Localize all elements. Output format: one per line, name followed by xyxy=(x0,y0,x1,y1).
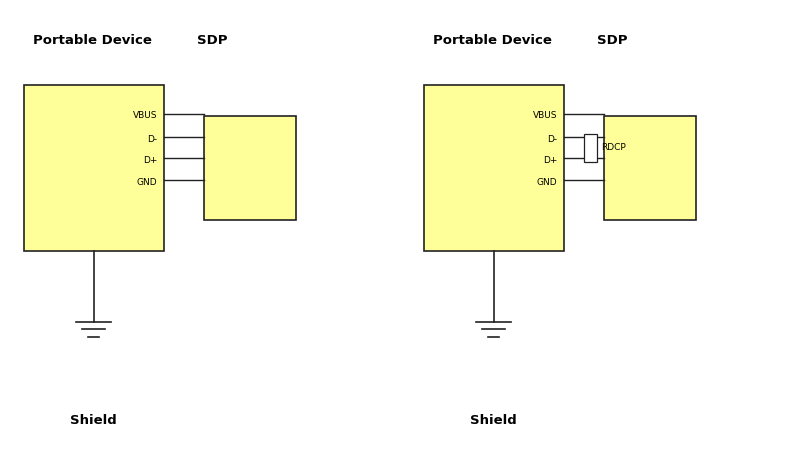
Text: RDCP: RDCP xyxy=(602,143,626,152)
Text: VBUS: VBUS xyxy=(133,111,158,121)
Bar xyxy=(584,134,597,162)
Bar xyxy=(204,116,296,220)
Text: D+: D+ xyxy=(143,156,158,166)
Text: VBUS: VBUS xyxy=(533,111,558,121)
Text: Shield: Shield xyxy=(470,414,517,428)
Text: D+: D+ xyxy=(543,156,558,166)
Text: SDP: SDP xyxy=(597,34,627,47)
Text: SDP: SDP xyxy=(197,34,227,47)
Text: Shield: Shield xyxy=(70,414,117,428)
Text: Portable Device: Portable Device xyxy=(33,34,151,47)
Bar xyxy=(604,116,696,220)
Text: Portable Device: Portable Device xyxy=(433,34,551,47)
Bar xyxy=(24,85,164,251)
Text: D-: D- xyxy=(147,135,158,144)
Text: GND: GND xyxy=(137,177,158,187)
Text: D-: D- xyxy=(547,135,558,144)
Text: GND: GND xyxy=(537,177,558,187)
Bar xyxy=(424,85,564,251)
